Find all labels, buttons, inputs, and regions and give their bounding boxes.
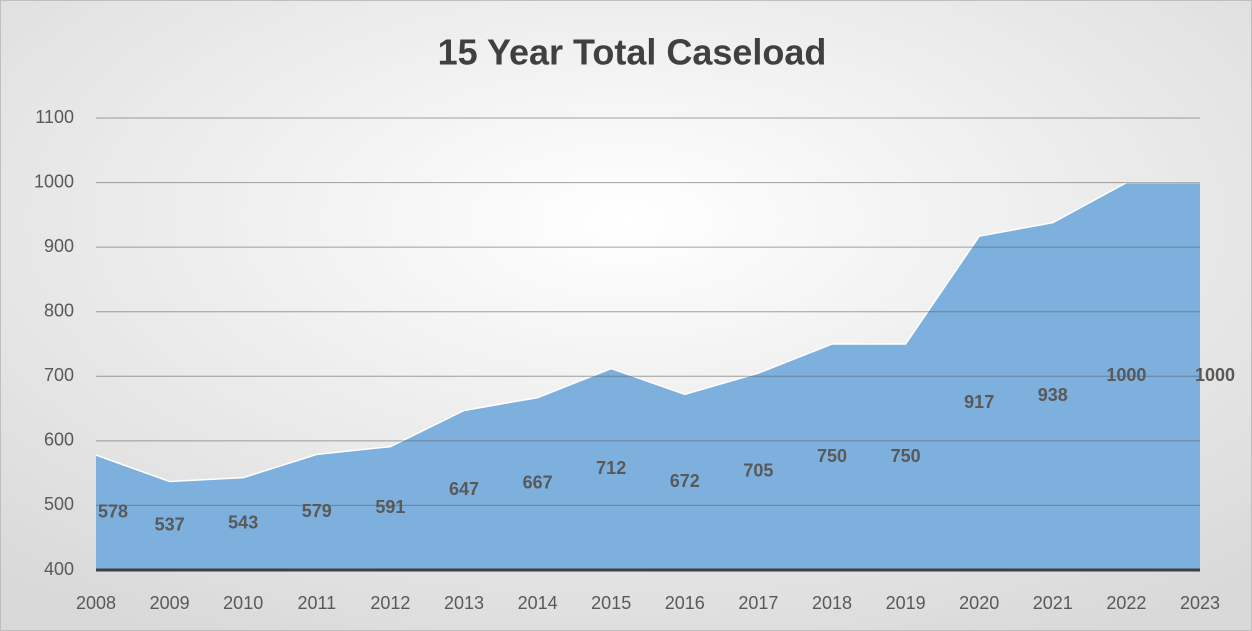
data-label: 672: [670, 471, 700, 491]
chart-title: 15 Year Total Caseload: [438, 32, 827, 73]
y-tick-label: 1000: [34, 171, 74, 191]
x-tick-label: 2008: [76, 593, 116, 613]
x-tick-label: 2012: [370, 593, 410, 613]
y-tick-label: 900: [44, 236, 74, 256]
y-tick-label: 800: [44, 300, 74, 320]
data-label: 543: [228, 513, 258, 533]
x-tick-label: 2014: [518, 593, 558, 613]
data-label: 917: [964, 392, 994, 412]
data-label: 591: [375, 497, 405, 517]
data-label: 537: [155, 515, 185, 535]
data-label: 750: [817, 446, 847, 466]
data-label: 712: [596, 458, 626, 478]
x-tick-label: 2021: [1033, 593, 1073, 613]
data-label: 705: [743, 460, 773, 480]
area-edge: [95, 181, 1200, 483]
x-tick-label: 2015: [591, 593, 631, 613]
x-tick-label: 2009: [150, 593, 190, 613]
data-label: 938: [1038, 385, 1068, 405]
data-label: 1000: [1195, 365, 1235, 385]
x-tick-label: 2016: [665, 593, 705, 613]
x-tick-label: 2023: [1180, 593, 1220, 613]
x-tick-label: 2010: [223, 593, 263, 613]
x-tick-label: 2018: [812, 593, 852, 613]
y-tick-label: 600: [44, 430, 74, 450]
data-label: 579: [302, 501, 332, 521]
y-tick-label: 700: [44, 365, 74, 385]
y-tick-label: 400: [44, 559, 74, 579]
data-label: 647: [449, 479, 479, 499]
data-label: 750: [891, 446, 921, 466]
area: [96, 182, 1200, 571]
data-label: 578: [98, 501, 128, 521]
x-tick-label: 2020: [959, 593, 999, 613]
data-label: 1000: [1106, 365, 1146, 385]
x-tick-label: 2011: [297, 593, 336, 613]
data-label: 667: [523, 473, 553, 493]
x-tick-label: 2019: [886, 593, 926, 613]
x-tick-label: 2022: [1106, 593, 1146, 613]
x-tick-label: 2013: [444, 593, 484, 613]
x-tick-label: 2017: [738, 593, 778, 613]
y-tick-label: 1100: [35, 107, 74, 127]
y-tick-label: 500: [44, 494, 74, 514]
